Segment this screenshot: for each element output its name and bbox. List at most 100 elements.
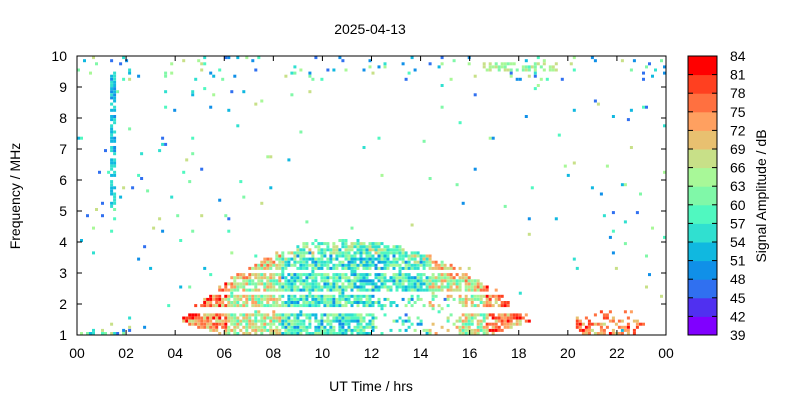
heatmap-cell [212,93,216,97]
heatmap-cell [278,260,282,264]
heatmap-cell [299,304,303,308]
heatmap-cell [314,257,318,261]
heatmap-cell [383,285,387,289]
heatmap-cell [431,304,435,308]
heatmap-cell [626,325,630,329]
heatmap-cell [374,276,378,280]
heatmap-cell [230,304,234,308]
heatmap-cell [392,319,396,323]
heatmap-cell [467,266,471,270]
heatmap-cell [110,183,114,187]
heatmap-cell [651,74,654,78]
heatmap-cell [206,322,210,326]
heatmap-cell [359,316,363,320]
heatmap-cell [635,211,639,215]
heatmap-cell [293,332,297,335]
heatmap-cell [509,325,513,329]
heatmap-cell [383,62,387,66]
heatmap-cell [401,254,405,258]
heatmap-cell [410,223,414,227]
heatmap-cell [284,325,288,329]
heatmap-cell [392,251,396,255]
heatmap-cell [344,273,348,277]
heatmap-cell [464,279,468,283]
heatmap-cell [293,297,297,301]
heatmap-cell [332,294,336,298]
heatmap-cell [110,108,114,112]
heatmap-cell [110,204,114,208]
heatmap-cell [413,288,417,292]
heatmap-cell [110,130,114,134]
heatmap-cell [302,251,306,255]
heatmap-cell [317,288,321,292]
heatmap-cell [260,260,264,264]
heatmap-cell [110,201,114,205]
heatmap-cell [203,62,207,66]
heatmap-cell [356,313,360,317]
heatmap-cell [209,319,213,323]
heatmap-cell [269,288,273,292]
heatmap-cell [269,328,273,332]
heatmap-cell [329,285,333,289]
heatmap-cell [299,263,303,267]
heatmap-cell [407,266,411,270]
heatmap-cell [407,297,411,301]
heatmap-cell [380,273,384,277]
heatmap-cell [467,285,471,289]
heatmap-cell [272,285,276,289]
heatmap-cell [329,251,333,255]
heatmap-cell [287,325,291,329]
heatmap-cell [260,263,264,267]
heatmap-cell [401,251,405,255]
heatmap-cell [344,251,348,255]
heatmap-cell [278,276,282,280]
heatmap-cell [350,294,354,298]
heatmap-cell [482,313,486,317]
heatmap-cell [110,59,114,63]
heatmap-cell [341,239,345,242]
heatmap-cell [500,319,504,323]
heatmap-cell [467,279,471,283]
heatmap-cell [527,319,531,323]
heatmap-cell [482,62,486,66]
heatmap-cell [236,56,240,60]
heatmap-cell [353,254,357,258]
heatmap-cell [431,273,435,277]
heatmap-cell [581,322,585,326]
heatmap-cell [110,173,114,177]
heatmap-cell [263,322,267,326]
heatmap-cell [392,254,396,258]
heatmap-cell [404,263,408,267]
heatmap-cell [263,273,267,277]
heatmap-cell [242,304,246,308]
heatmap-cell [485,285,489,289]
heatmap-cell [365,332,369,335]
heatmap-cell [452,322,456,326]
heatmap-cell [386,263,390,267]
heatmap-cell [458,276,462,280]
heatmap-cell [479,313,483,317]
heatmap-cell [458,316,462,320]
heatmap-cell [272,282,276,286]
heatmap-cell [317,301,321,304]
heatmap-cell [287,158,291,162]
heatmap-cell [344,248,348,252]
heatmap-cell [290,71,294,75]
heatmap-cell [389,263,393,267]
heatmap-cell [299,276,303,280]
heatmap-cell [263,263,267,267]
heatmap-cell [110,96,114,100]
colorbar-tick-label: 60 [730,197,746,213]
heatmap-cell [188,180,192,184]
heatmap-cell [533,65,537,69]
heatmap-cell [203,297,207,301]
heatmap-cell [323,297,327,301]
heatmap-cell [398,270,402,273]
heatmap-cell [575,325,579,329]
heatmap-cell [320,332,324,335]
heatmap-cell [296,304,300,308]
heatmap-cell [293,276,297,280]
heatmap-cell [209,273,213,277]
heatmap-cell [413,254,417,258]
heatmap-cell [416,288,420,292]
